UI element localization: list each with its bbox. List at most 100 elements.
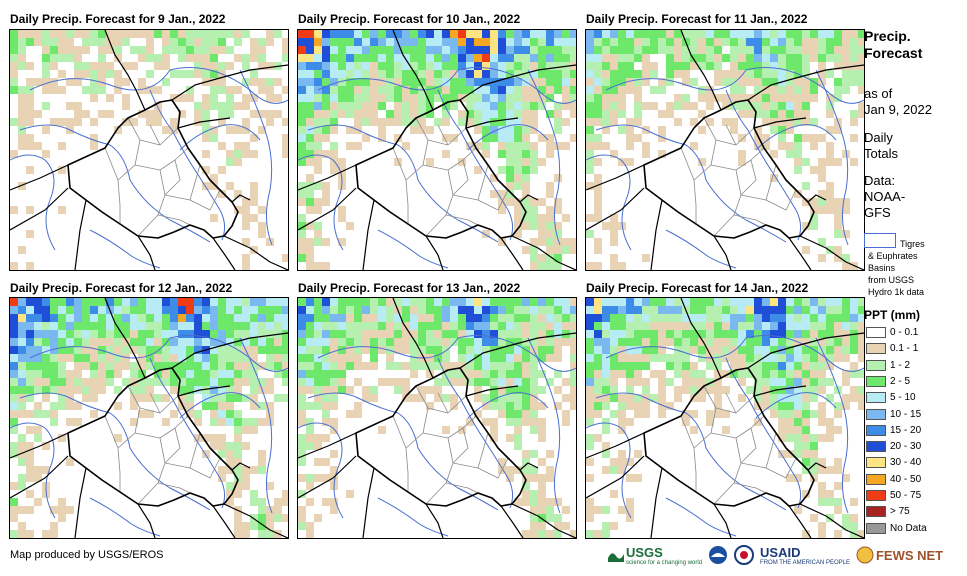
- neighbor-border: [650, 199, 663, 270]
- river-line: [725, 357, 802, 509]
- province-boundary: [693, 447, 697, 492]
- neighbor-border: [298, 455, 357, 499]
- neighbor-border: [137, 503, 156, 538]
- river-line: [179, 392, 261, 419]
- river-line: [298, 422, 344, 519]
- neighbor-border: [298, 187, 357, 231]
- legend-title: Precip. Forecast: [864, 28, 923, 61]
- river-line: [19, 392, 211, 511]
- neighbor-border: [586, 187, 645, 231]
- river-line: [755, 392, 837, 419]
- province-boundary: [765, 189, 797, 211]
- river-line: [239, 337, 273, 514]
- ppt-swatch: [866, 424, 886, 436]
- neighbor-border: [500, 505, 524, 538]
- neighbor-border: [171, 332, 288, 369]
- neighbor-border: [231, 462, 251, 471]
- neighbor-border: [747, 332, 864, 369]
- neighbor-border: [713, 503, 732, 538]
- ppt-label: 15 - 20: [890, 424, 922, 436]
- panel-title-4: Daily Precip. Forecast for 12 Jan., 2022: [10, 281, 233, 295]
- province-boundary: [415, 385, 467, 414]
- province-boundary: [452, 427, 469, 464]
- map-panel-6: [585, 297, 865, 539]
- province-boundary: [405, 447, 409, 492]
- province-boundary: [437, 392, 449, 414]
- river-line: [467, 392, 549, 419]
- neighbor-border: [10, 432, 69, 459]
- province-boundary: [104, 407, 141, 449]
- neighbor-border: [680, 298, 722, 379]
- legend-daily-totals: Daily Totals: [864, 130, 898, 161]
- river-line: [317, 335, 576, 372]
- ppt-label: 10 - 15: [890, 408, 922, 420]
- province-boundary: [733, 482, 767, 494]
- province-boundary: [127, 385, 179, 414]
- river-line: [665, 497, 737, 537]
- river-line: [89, 229, 161, 269]
- province-boundary: [157, 214, 191, 226]
- province-boundary: [713, 437, 742, 505]
- neighbor-border: [500, 237, 524, 270]
- usaid-logo: USAID FROM THE AMERICAN PEOPLE: [760, 544, 850, 566]
- province-boundary: [740, 159, 757, 196]
- neighbor-border: [137, 235, 156, 270]
- map-panel-2: [297, 29, 577, 271]
- legend-data-source: Data: NOAA- GFS: [864, 173, 906, 220]
- river-line: [10, 422, 56, 519]
- river-line: [527, 69, 561, 246]
- neighbor-border: [511, 503, 576, 538]
- neighbor-border: [171, 64, 288, 101]
- river-line: [586, 422, 632, 519]
- neighbor-border: [753, 117, 807, 129]
- province-boundary: [127, 117, 179, 146]
- ppt-swatch: [866, 473, 886, 485]
- panel-title-6: Daily Precip. Forecast for 14 Jan., 2022: [586, 281, 809, 295]
- ppt-label: 5 - 10: [890, 392, 916, 404]
- ppt-legend-title: PPT (mm): [864, 308, 921, 322]
- neighbor-border: [519, 462, 539, 471]
- province-boundary: [149, 392, 161, 414]
- province-boundary: [157, 482, 191, 494]
- ppt-swatch: [866, 359, 886, 371]
- panel-title-5: Daily Precip. Forecast for 13 Jan., 2022: [298, 281, 521, 295]
- usgs-logo: USGS science for a changing world: [608, 545, 702, 566]
- map-panel-4: [9, 297, 289, 539]
- river-line: [29, 67, 288, 104]
- country-border: [67, 367, 239, 507]
- panel-title-3: Daily Precip. Forecast for 11 Jan., 2022: [586, 12, 808, 26]
- province-boundary: [415, 117, 467, 146]
- precip-grid: [586, 298, 864, 538]
- map-panel-1: [9, 29, 289, 271]
- precip-grid: [10, 298, 288, 538]
- province-boundary: [392, 139, 429, 181]
- river-line: [605, 67, 864, 104]
- river-line: [377, 497, 449, 537]
- province-boundary: [137, 437, 166, 505]
- province-boundary: [765, 457, 797, 479]
- fewsnet-logo: FEWS NET: [856, 546, 943, 564]
- river-line: [10, 154, 56, 251]
- usaid-seal-icon: [734, 545, 755, 565]
- river-line: [149, 357, 226, 509]
- province-boundary: [477, 457, 509, 479]
- map-panel-3: [585, 29, 865, 271]
- province-boundary: [713, 169, 742, 237]
- neighbor-border: [788, 505, 812, 538]
- province-boundary: [422, 147, 477, 171]
- panel-title-1: Daily Precip. Forecast for 9 Jan., 2022: [10, 12, 226, 26]
- logo-strip: USGS science for a changing world USAID FR…: [608, 543, 943, 567]
- province-boundary: [134, 147, 189, 171]
- neighbor-border: [392, 30, 434, 111]
- precip-grid: [298, 298, 576, 538]
- river-line: [307, 124, 499, 243]
- province-boundary: [392, 407, 429, 449]
- river-line: [595, 124, 787, 243]
- neighbor-border: [465, 117, 519, 129]
- neighbor-border: [298, 164, 357, 191]
- neighbor-border: [392, 298, 434, 379]
- neighbor-border: [104, 30, 146, 111]
- river-line: [437, 89, 514, 241]
- river-line: [377, 229, 449, 269]
- ppt-swatch: [866, 441, 886, 453]
